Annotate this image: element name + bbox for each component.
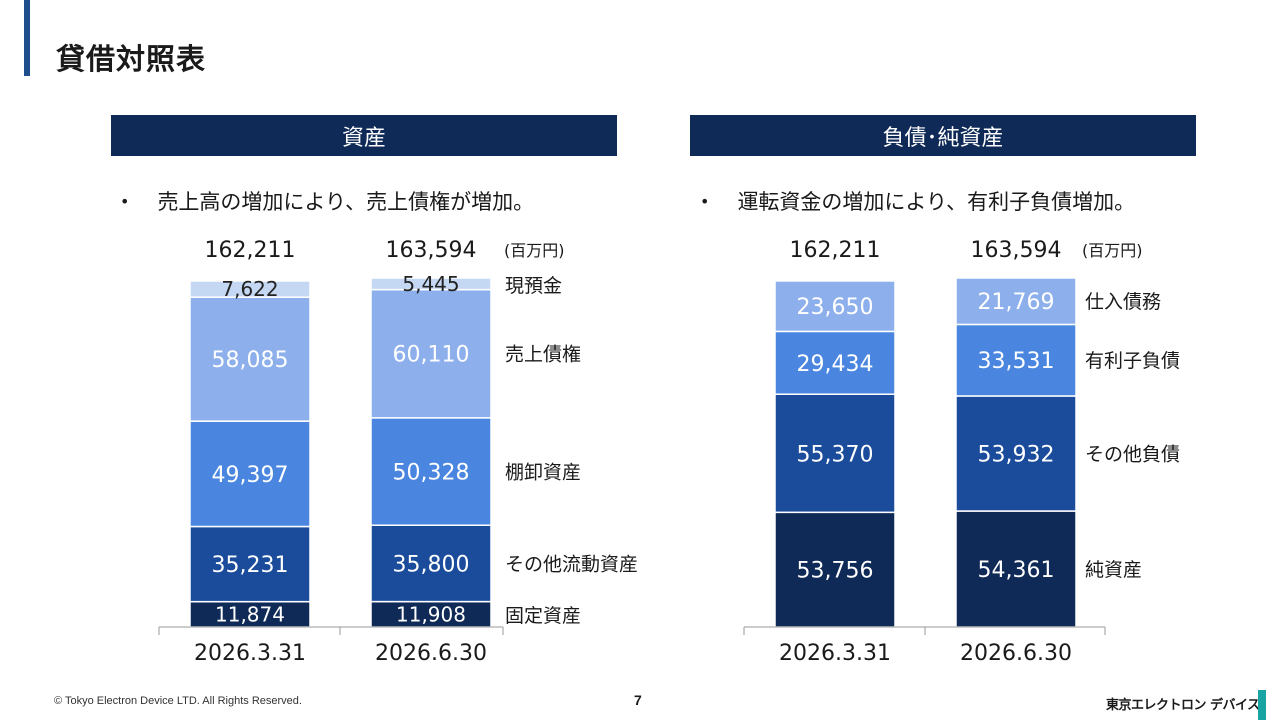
assets-total-label: 163,594 xyxy=(386,238,477,263)
assets-bar-segment xyxy=(189,525,311,603)
liabilities-bar-segment xyxy=(774,330,896,395)
assets-section-header: 資産 xyxy=(111,115,617,156)
liabilities-data-label: 55,370 xyxy=(797,442,874,467)
assets-data-label: 5,445 xyxy=(402,272,459,296)
logo-accent-bar xyxy=(1258,690,1266,720)
assets-total-label: 162,211 xyxy=(205,238,296,263)
assets-unit-label: (百万円) xyxy=(504,241,565,260)
liabilities-data-label: 54,361 xyxy=(978,558,1055,583)
assets-series-name: 棚卸資産 xyxy=(505,462,581,484)
footer-copyright: © Tokyo Electron Device LTD. All Rights … xyxy=(54,695,302,707)
liabilities-bar-segment xyxy=(774,280,896,333)
liabilities-bar-segment xyxy=(774,393,896,514)
liabilities-bullet: • 運転資金の増加により、有利子負債増加。 xyxy=(700,186,1135,216)
assets-bar-segment xyxy=(189,420,311,528)
liabilities-series-name: その他負債 xyxy=(1085,444,1180,466)
liabilities-x-tick-label: 2026.3.31 xyxy=(779,641,891,666)
liabilities-x-tick-label: 2026.6.30 xyxy=(960,641,1072,666)
liabilities-total-label: 162,211 xyxy=(790,238,881,263)
assets-data-label: 60,110 xyxy=(393,343,470,368)
assets-series-name: 現預金 xyxy=(505,275,562,297)
liabilities-series-name: 純資産 xyxy=(1085,559,1142,581)
liabilities-bullet-text: 運転資金の増加により、有利子負債増加。 xyxy=(737,190,1136,214)
assets-x-tick-label: 2026.6.30 xyxy=(375,641,487,666)
liabilities-data-label: 53,756 xyxy=(797,559,874,584)
liabilities-series-name: 仕入債務 xyxy=(1085,291,1161,313)
assets-data-label: 11,908 xyxy=(396,602,466,626)
assets-data-label: 7,622 xyxy=(221,277,278,301)
liabilities-bar-segment xyxy=(955,323,1077,397)
assets-data-label: 11,874 xyxy=(215,602,285,626)
liabilities-unit-label: (百万円) xyxy=(1082,241,1143,260)
assets-bar-segment xyxy=(189,280,311,298)
liabilities-bar-segment xyxy=(955,395,1077,512)
bullet-dot-icon: • xyxy=(120,191,130,211)
liabilities-data-label: 23,650 xyxy=(797,295,874,320)
page-number: 7 xyxy=(634,692,642,708)
assets-series-name: 固定資産 xyxy=(505,605,581,627)
liabilities-series-name: 有利子負債 xyxy=(1085,350,1180,372)
assets-bar-segment xyxy=(370,417,492,526)
liabilities-bar-segment xyxy=(955,510,1077,628)
assets-series-name: その他流動資産 xyxy=(505,553,638,575)
assets-data-label: 50,328 xyxy=(393,461,470,486)
liabilities-total-label: 163,594 xyxy=(971,238,1062,263)
assets-bullet: • 売上高の増加により、売上債権が増加。 xyxy=(120,186,534,216)
assets-bullet-text: 売上高の増加により、売上債権が増加。 xyxy=(157,190,535,214)
bullet-dot-icon: • xyxy=(700,191,710,211)
title-accent-bar xyxy=(24,0,30,76)
assets-data-label: 49,397 xyxy=(212,463,289,488)
liabilities-bar-segment xyxy=(955,277,1077,326)
assets-data-label: 35,231 xyxy=(212,553,289,578)
assets-series-name: 売上債権 xyxy=(505,344,581,366)
assets-bar-segment xyxy=(370,288,492,419)
assets-data-label: 58,085 xyxy=(212,348,289,373)
assets-x-tick-label: 2026.3.31 xyxy=(194,641,306,666)
assets-data-label: 35,800 xyxy=(393,552,470,577)
page-title: 貸借対照表 xyxy=(56,42,207,76)
liabilities-data-label: 53,932 xyxy=(978,443,1055,468)
liabilities-data-label: 29,434 xyxy=(797,352,874,377)
liabilities-data-label: 33,531 xyxy=(978,349,1055,374)
liabilities-data-label: 21,769 xyxy=(978,290,1055,315)
liabilities-section-header: 負債･純資産 xyxy=(690,115,1196,156)
assets-bar-segment xyxy=(370,277,492,291)
company-logo: 東京エレクトロン デバイス xyxy=(1106,698,1260,713)
liabilities-bar-segment xyxy=(774,511,896,628)
